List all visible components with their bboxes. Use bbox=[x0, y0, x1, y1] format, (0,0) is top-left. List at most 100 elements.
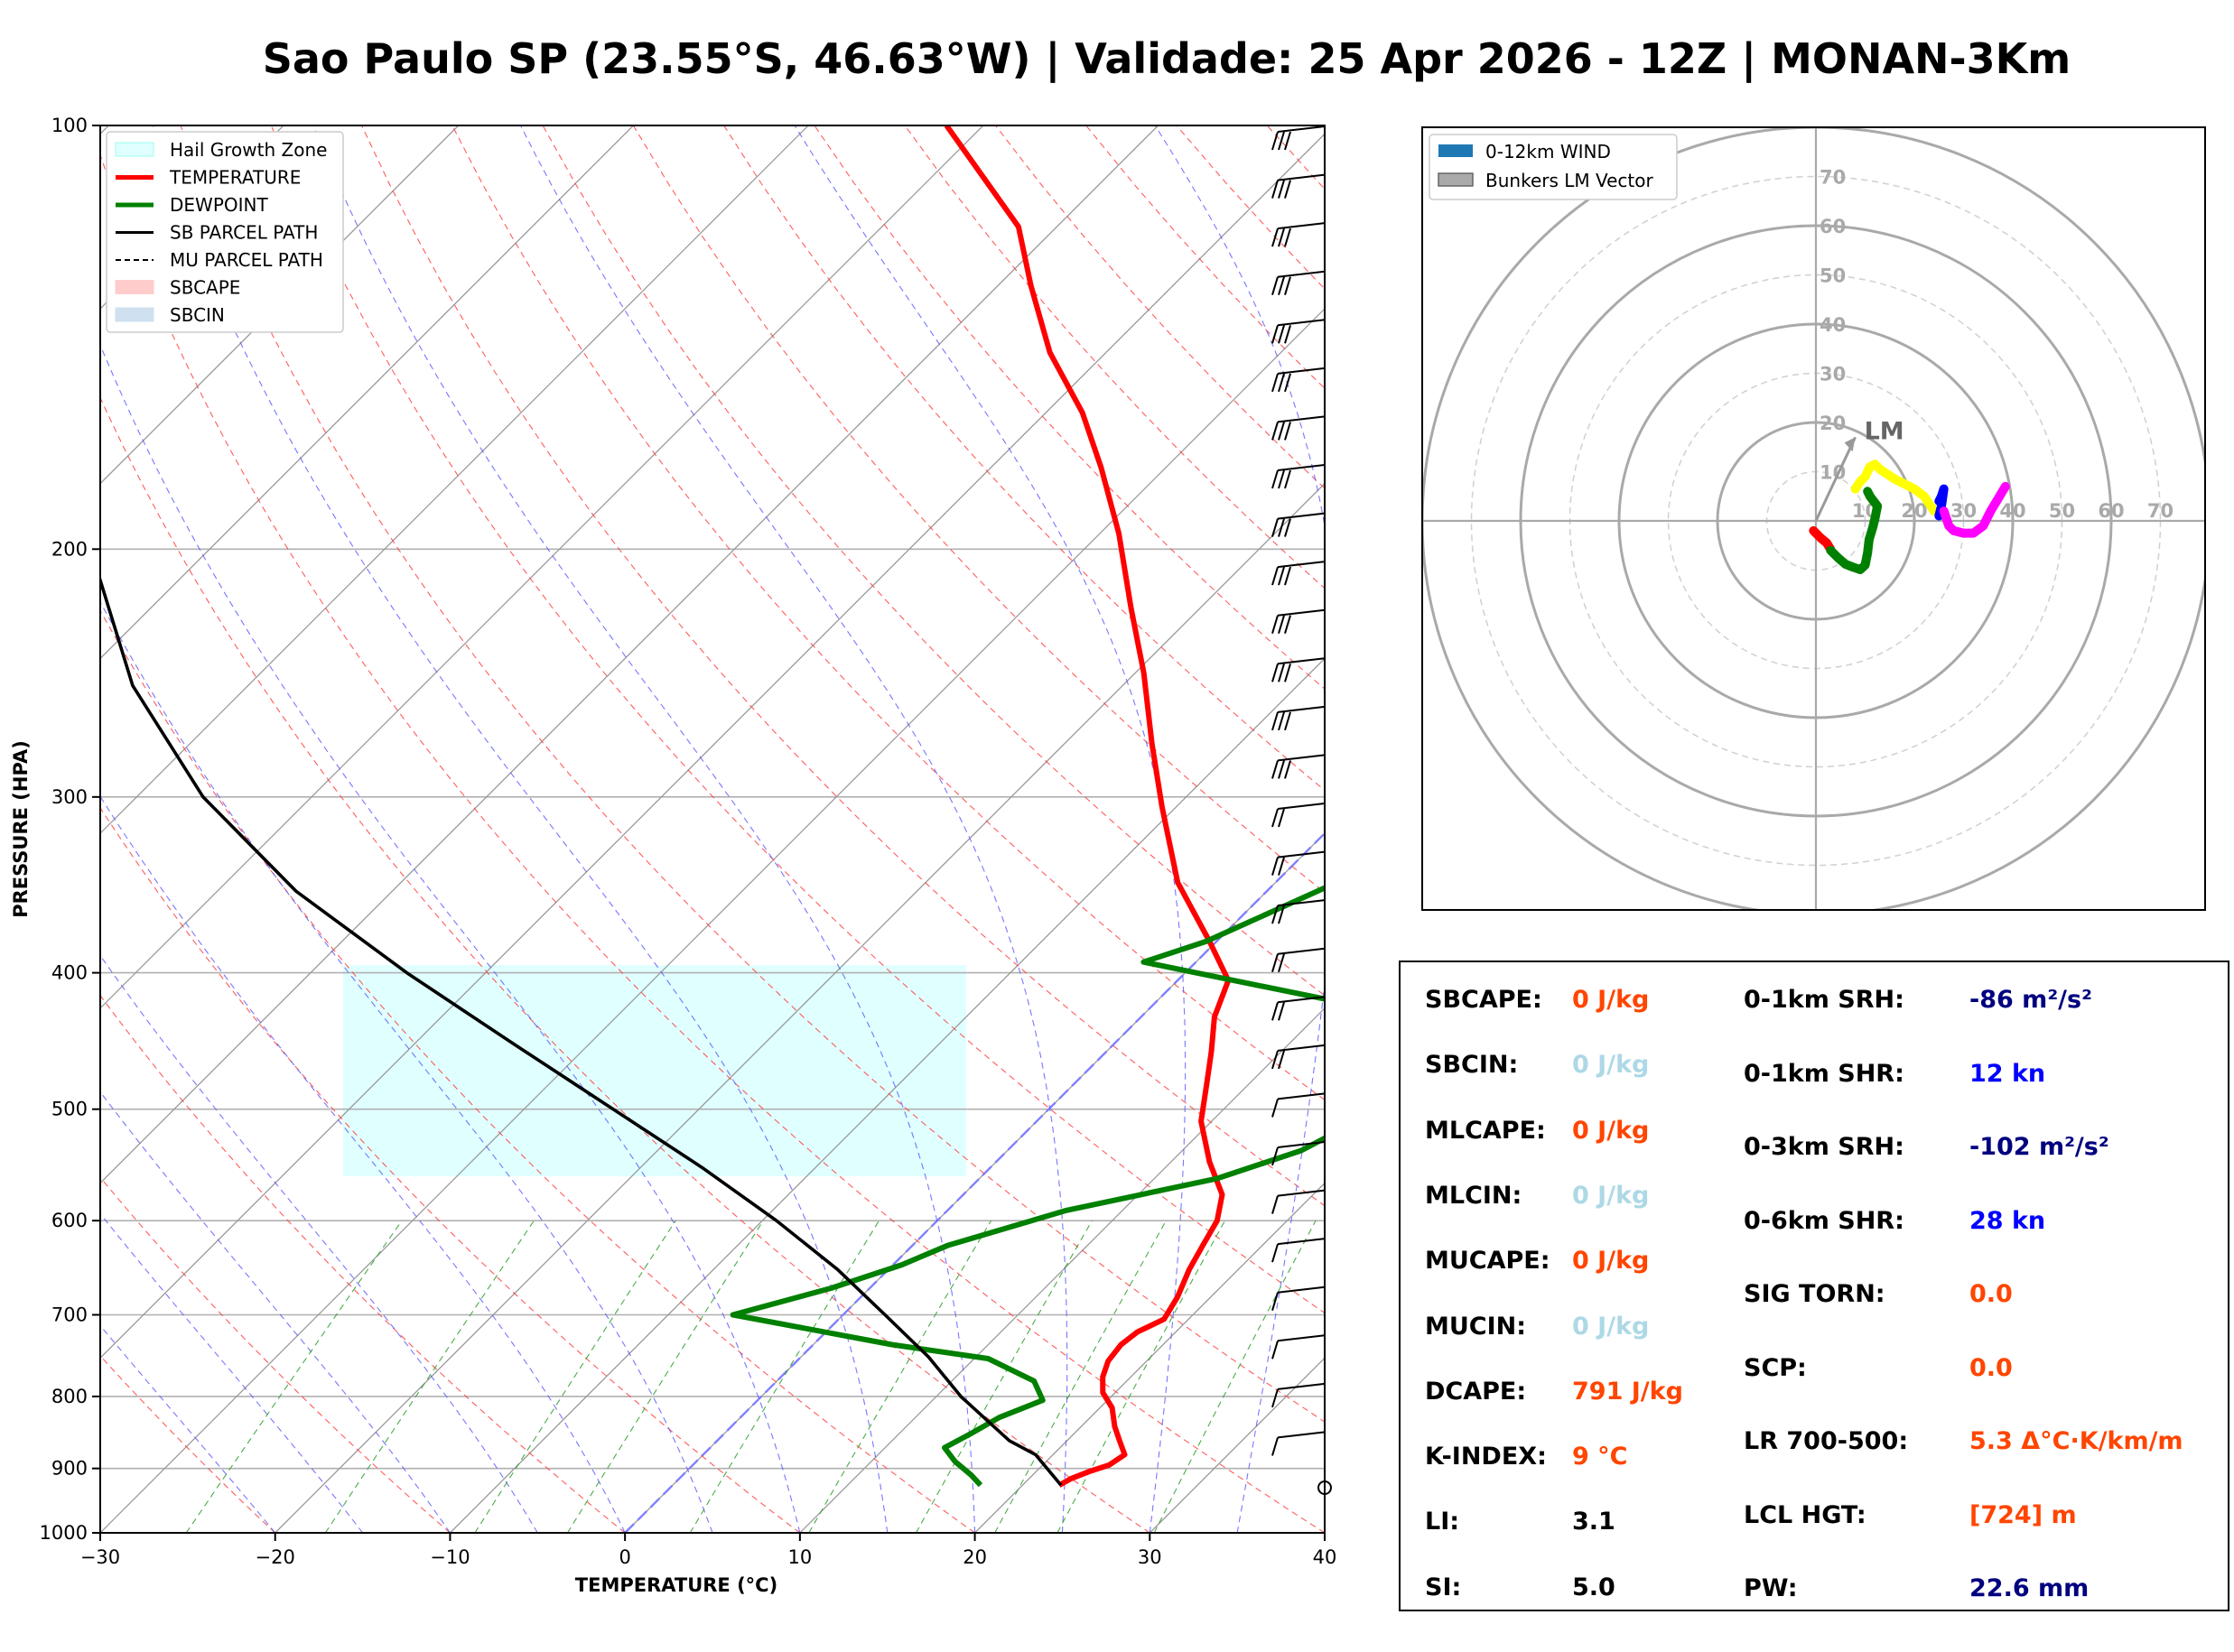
axis-label: 60 bbox=[2098, 500, 2124, 522]
param-label: MUCIN: bbox=[1425, 1312, 1527, 1341]
dry-adiabat bbox=[100, 396, 1150, 1533]
isotherm bbox=[100, 308, 1325, 1533]
dry-adiabat bbox=[100, 153, 1325, 1533]
param-label: MLCIN: bbox=[1425, 1181, 1522, 1210]
param-value: 5.0 bbox=[1572, 1573, 1615, 1601]
param-value: 0 J/kg bbox=[1572, 1116, 1650, 1145]
axis-label: 20 bbox=[1901, 500, 1927, 522]
legend-swatch bbox=[115, 307, 154, 322]
mixing-ratio-line bbox=[1153, 1220, 1317, 1533]
param-label: LR 700-500: bbox=[1744, 1427, 1909, 1455]
plot-frame bbox=[99, 125, 1326, 1534]
param-value: 3.1 bbox=[1572, 1508, 1615, 1536]
axis-label: 40 bbox=[1999, 500, 2025, 522]
mixing-ratio-line bbox=[567, 1220, 764, 1533]
lm-label: LM bbox=[1865, 417, 1904, 445]
param-label: 0-1km SRH: bbox=[1744, 986, 1904, 1014]
legend-label: Hail Growth Zone bbox=[170, 139, 327, 161]
dry-adiabat bbox=[270, 125, 1325, 1314]
param-label: 0-3km SRH: bbox=[1744, 1133, 1904, 1161]
wind-barb bbox=[1271, 367, 1326, 393]
wind-barb bbox=[1271, 1141, 1326, 1166]
hodo-legend-box bbox=[1429, 134, 1678, 200]
wind-barb bbox=[1271, 754, 1326, 779]
ring-label: 20 bbox=[1820, 413, 1846, 434]
param-label: PW: bbox=[1744, 1574, 1798, 1602]
param-label: MUCAPE: bbox=[1425, 1247, 1550, 1276]
x-tick-label: −20 bbox=[256, 1546, 295, 1568]
mixing-ratio-line bbox=[324, 1220, 535, 1533]
x-tick-label: −10 bbox=[430, 1546, 470, 1568]
wind-barb bbox=[1271, 1382, 1326, 1408]
param-label: SIG TORN: bbox=[1744, 1280, 1885, 1308]
skew-t-chart: −30 −20 −10 0 10 20 30 40 100 200 300 400 500 600 700 8… bbox=[10, 115, 1336, 1596]
param-value: 0 J/kg bbox=[1572, 1051, 1650, 1080]
moist-adiabat bbox=[100, 343, 801, 1533]
x-tick-label: −30 bbox=[80, 1546, 120, 1568]
isotherm bbox=[100, 125, 460, 485]
axis-label: 30 bbox=[1950, 500, 1977, 522]
wind-barb bbox=[1271, 125, 1326, 151]
ring-label: 50 bbox=[1820, 265, 1846, 287]
param-value: 0.0 bbox=[1969, 1353, 2013, 1382]
legend-label: SB PARCEL PATH bbox=[170, 222, 318, 244]
param-label: LCL HGT: bbox=[1744, 1500, 1866, 1529]
legend-swatch bbox=[115, 142, 154, 157]
x-tick-label: 30 bbox=[1138, 1546, 1162, 1568]
ring-label: 70 bbox=[1820, 167, 1846, 189]
legend-label: SBCIN bbox=[170, 304, 225, 326]
legend-label: SBCAPE bbox=[170, 277, 240, 299]
dry-adiabat bbox=[100, 994, 626, 1533]
y-tick-label: 400 bbox=[51, 962, 88, 984]
param-label: 0-6km SHR: bbox=[1744, 1206, 1904, 1235]
param-value: 791 J/kg bbox=[1572, 1377, 1683, 1406]
mixing-ratio-line bbox=[916, 1220, 1093, 1533]
param-value: [724] m bbox=[1969, 1500, 2077, 1529]
param-value: 0 J/kg bbox=[1572, 1312, 1650, 1341]
moist-adiabat bbox=[520, 125, 1068, 1533]
param-value: 0.0 bbox=[1969, 1280, 2013, 1308]
mixing-ratio-line bbox=[474, 1220, 676, 1533]
lm-arrowhead bbox=[1844, 437, 1856, 452]
wind-barb bbox=[1271, 803, 1326, 828]
isotherm bbox=[100, 133, 1325, 1360]
wind-barb bbox=[1271, 561, 1326, 586]
ring-label: 40 bbox=[1820, 314, 1846, 336]
param-value: 5.3 Δ°C·K/km/m bbox=[1969, 1427, 2183, 1455]
axis-label: 50 bbox=[2049, 500, 2075, 522]
wind-barb bbox=[1271, 705, 1326, 731]
wind-barb bbox=[1271, 1238, 1326, 1263]
isotherm bbox=[275, 482, 1325, 1533]
wind-barb bbox=[1271, 1044, 1326, 1070]
wind-barb bbox=[1271, 608, 1326, 635]
legend-label: MU PARCEL PATH bbox=[170, 249, 323, 271]
dry-adiabat bbox=[723, 125, 1325, 792]
moist-adiabat bbox=[100, 795, 626, 1533]
param-value: -102 m²/s² bbox=[1969, 1133, 2109, 1161]
hodograph-segment bbox=[1939, 481, 2010, 538]
x-tick-label: 20 bbox=[963, 1546, 987, 1568]
param-value: 0 J/kg bbox=[1572, 1247, 1650, 1276]
dry-adiabat bbox=[451, 125, 1325, 1101]
dry-adiabat bbox=[100, 609, 975, 1533]
legend-label: 0-12km WIND bbox=[1485, 141, 1611, 162]
wind-barb bbox=[1271, 512, 1326, 537]
axis-label: 70 bbox=[2147, 500, 2173, 522]
param-value: 0 J/kg bbox=[1572, 986, 1650, 1014]
wind-barb bbox=[1271, 947, 1326, 973]
wind-barb bbox=[1271, 850, 1326, 876]
isotherm bbox=[100, 125, 634, 660]
moist-adiabat bbox=[100, 954, 538, 1533]
wind-barb bbox=[1271, 415, 1326, 441]
wind-barb bbox=[1271, 1285, 1326, 1312]
wind-barb bbox=[1271, 319, 1326, 344]
isotherm bbox=[100, 125, 1159, 1184]
legend-box bbox=[106, 131, 344, 333]
y-tick-label: 600 bbox=[51, 1210, 88, 1231]
isotherm bbox=[799, 1007, 1325, 1533]
param-label: LI: bbox=[1425, 1508, 1460, 1536]
x-tick-label: 10 bbox=[787, 1546, 812, 1568]
dry-adiabat bbox=[361, 125, 1325, 1207]
mixing-ratio-line bbox=[994, 1220, 1167, 1533]
